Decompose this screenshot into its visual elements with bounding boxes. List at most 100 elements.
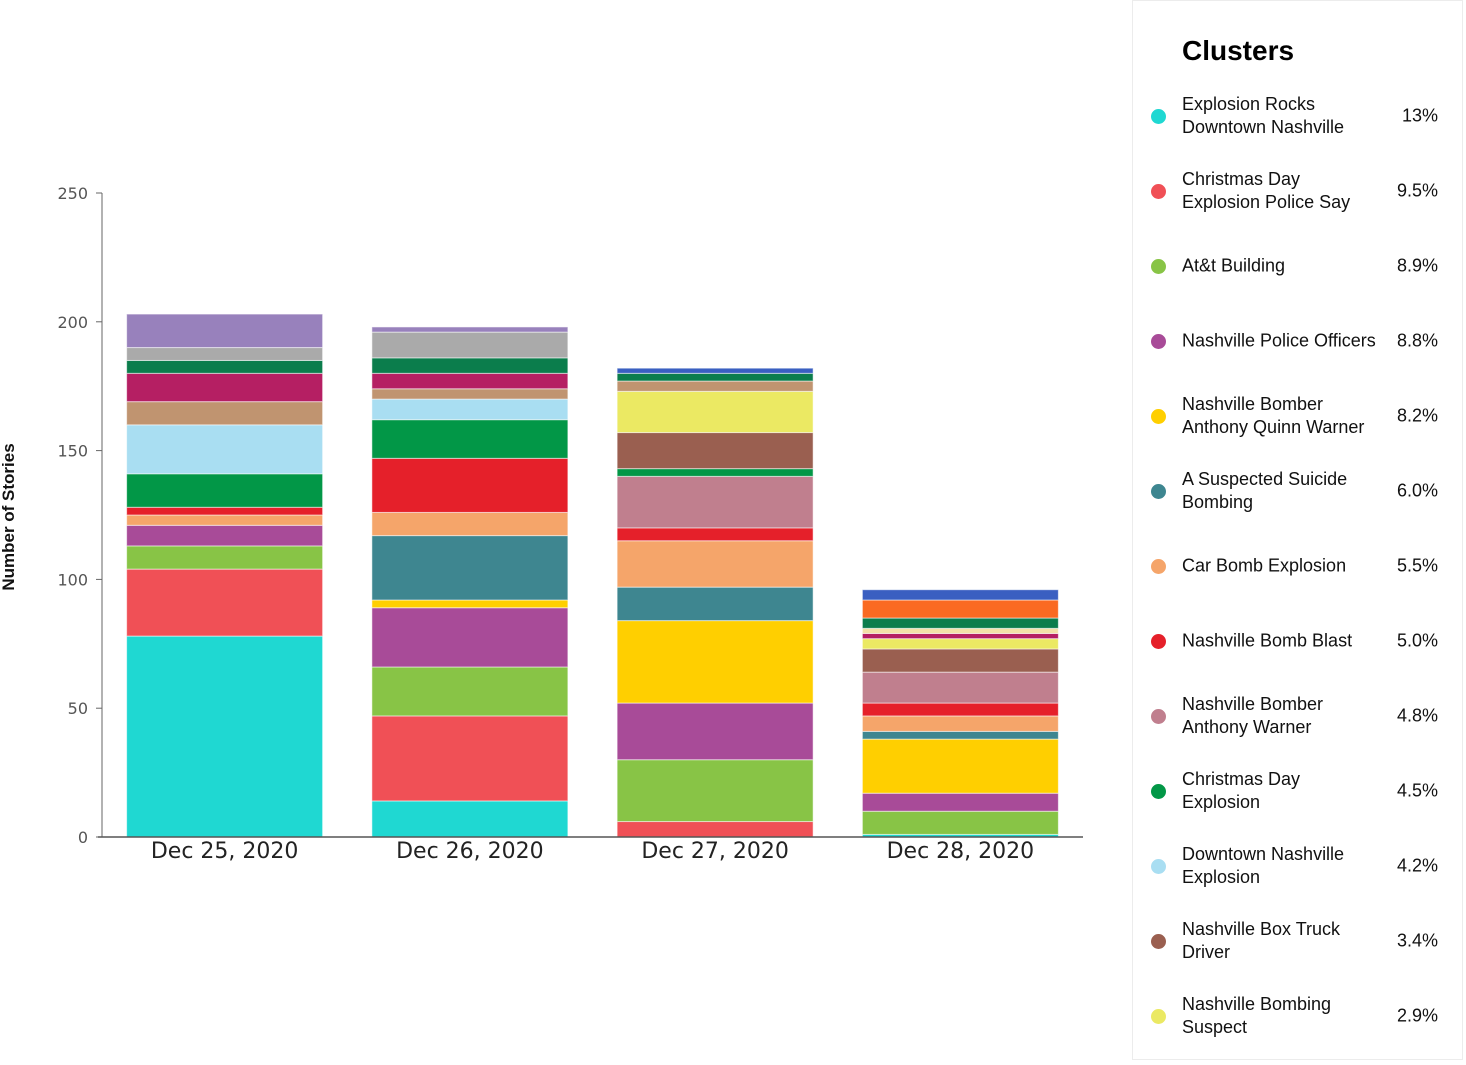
bar-segment[interactable] [126, 313, 324, 349]
x-axis: Dec 25, 2020 Dec 26, 2020 Dec 27, 2020 Dec … [98, 836, 1083, 864]
bar-segment[interactable] [126, 401, 324, 426]
bar-segment[interactable] [126, 473, 324, 508]
bar-segment[interactable] [861, 792, 1059, 812]
bar-segment[interactable] [616, 821, 814, 838]
bar-segment[interactable] [616, 620, 814, 704]
bar-segment[interactable] [126, 524, 324, 547]
legend-item-label: Christmas Day Explosion Police Say [1182, 168, 1351, 212]
bar-segment[interactable] [616, 372, 814, 382]
bar-segment[interactable] [861, 730, 1059, 740]
bar-segment[interactable] [371, 715, 569, 802]
bar-segment[interactable] [126, 514, 324, 526]
bar-segment[interactable] [861, 599, 1059, 619]
legend-item-label: Christmas Day Explosion [1182, 768, 1301, 812]
legend-item-percent: 4.8% [1396, 705, 1438, 725]
bar-segment[interactable] [371, 372, 569, 390]
legend-item-label: Nashville Police Officers [1182, 330, 1376, 350]
bar-segment[interactable] [861, 810, 1059, 835]
bar-segment[interactable] [616, 390, 814, 434]
bar-segment[interactable] [861, 738, 1059, 794]
legend-item[interactable]: Nashville Police Officers 8.8% [1133, 303, 1464, 378]
legend-color-dot-icon [1151, 483, 1166, 499]
legend-item[interactable]: Christmas Day Explosion 4.5% [1133, 753, 1464, 828]
bar-segment[interactable] [371, 800, 569, 838]
bar-segment[interactable] [861, 715, 1059, 732]
legend-color-dot-icon [1151, 333, 1166, 349]
bar-segment[interactable] [616, 432, 814, 470]
bar-segment[interactable] [861, 627, 1059, 634]
legend-item[interactable]: Nashville Bomb Blast 5.0% [1133, 603, 1464, 678]
legend-item[interactable]: Car Bomb Explosion 5.5% [1133, 528, 1464, 603]
y-tick-label: 0 [78, 828, 88, 847]
bar-segment[interactable] [126, 568, 324, 637]
legend-item-label: Nashville Bomb Blast [1182, 630, 1353, 650]
bar-segment[interactable] [861, 638, 1059, 650]
bar-segment[interactable] [616, 527, 814, 542]
bar-segment[interactable] [371, 457, 569, 513]
bar-segment[interactable] [616, 468, 814, 477]
legend-item-label: Nashville Bomber Anthony Quinn Warner [1182, 393, 1365, 437]
legend-item-percent: 13% [1401, 105, 1438, 125]
bar-segment[interactable] [371, 326, 569, 333]
bar-segment[interactable] [371, 331, 569, 359]
bar-segment[interactable] [126, 372, 324, 403]
bar-segment[interactable] [616, 702, 814, 761]
legend-item[interactable]: Christmas Day Explosion Police Say 9.5% [1133, 153, 1464, 228]
bar-segment[interactable] [616, 540, 814, 588]
bar-segment[interactable] [616, 367, 814, 374]
legend-item[interactable]: Explosion Rocks Downtown Nashville 13% [1133, 78, 1464, 153]
bar-segment[interactable] [861, 702, 1059, 717]
bar-segment[interactable] [616, 586, 814, 622]
legend-item-percent: 8.9% [1396, 255, 1438, 275]
bar-segment[interactable] [371, 398, 569, 421]
bar-segment[interactable] [371, 388, 569, 400]
bar-segment[interactable] [861, 632, 1059, 640]
bar-segment[interactable] [371, 666, 569, 717]
legend-item-percent: 9.5% [1396, 180, 1438, 200]
legend-item-percent: 8.2% [1396, 405, 1438, 425]
bar-segment[interactable] [126, 545, 324, 570]
y-tick-label: 200 [57, 313, 88, 332]
bar-segment[interactable] [371, 535, 569, 601]
legend-item-percent: 8.8% [1396, 330, 1438, 350]
legend-item[interactable]: A Suspected Suicide Bombing 6.0% [1133, 453, 1464, 528]
bar-segment[interactable] [126, 506, 324, 516]
x-tick-label: Dec 26, 2020 [396, 839, 544, 864]
bar-segment[interactable] [126, 347, 324, 361]
legend-item[interactable]: Downtown Nashville Explosion 4.2% [1133, 828, 1464, 903]
legend-item-percent: 4.5% [1396, 780, 1438, 800]
legend-item-label: Nashville Box Truck Driver [1182, 918, 1341, 962]
legend-color-dot-icon [1151, 858, 1166, 874]
bar-segment[interactable] [126, 424, 324, 475]
legend-item[interactable]: Nashville Bombing Suspect 2.9% [1133, 978, 1464, 1053]
bar-segment[interactable] [371, 357, 569, 374]
bar-segment[interactable] [861, 648, 1059, 673]
x-tick-label: Dec 28, 2020 [887, 839, 1035, 864]
bar-segment[interactable] [861, 589, 1059, 601]
bar-segment[interactable] [371, 419, 569, 459]
bar-segment[interactable] [861, 617, 1059, 629]
legend-item[interactable]: At&t Building 8.9% [1133, 228, 1464, 303]
bar-segment[interactable] [371, 607, 569, 668]
legend-color-dot-icon [1151, 408, 1166, 424]
bar-segment[interactable] [371, 599, 569, 609]
legend-item[interactable]: Nashville Bomber Anthony Warner 4.8% [1133, 678, 1464, 753]
bar-segment[interactable] [616, 759, 814, 823]
x-tick-label: Dec 25, 2020 [151, 839, 299, 864]
legend-item-label: Downtown Nashville Explosion [1182, 843, 1345, 887]
bar-segment[interactable] [616, 380, 814, 392]
y-tick-label: 250 [57, 184, 88, 203]
bar-segment[interactable] [371, 511, 569, 537]
legend-color-dot-icon [1151, 708, 1166, 724]
bar-segment[interactable] [126, 359, 324, 374]
bar-segment[interactable] [126, 635, 324, 838]
x-tick-label: Dec 27, 2020 [641, 839, 789, 864]
legend-item[interactable]: Nashville Box Truck Driver 3.4% [1133, 903, 1464, 978]
legend-item-percent: 2.9% [1396, 1005, 1438, 1025]
legend-item-percent: 3.4% [1396, 930, 1438, 950]
legend-item-label: At&t Building [1182, 255, 1286, 275]
bar-segment[interactable] [616, 475, 814, 529]
legend-item[interactable]: Nashville Bomber Anthony Quinn Warner 8.2… [1133, 378, 1464, 453]
bar-segment[interactable] [861, 671, 1059, 704]
y-tick-label: 50 [68, 699, 88, 718]
